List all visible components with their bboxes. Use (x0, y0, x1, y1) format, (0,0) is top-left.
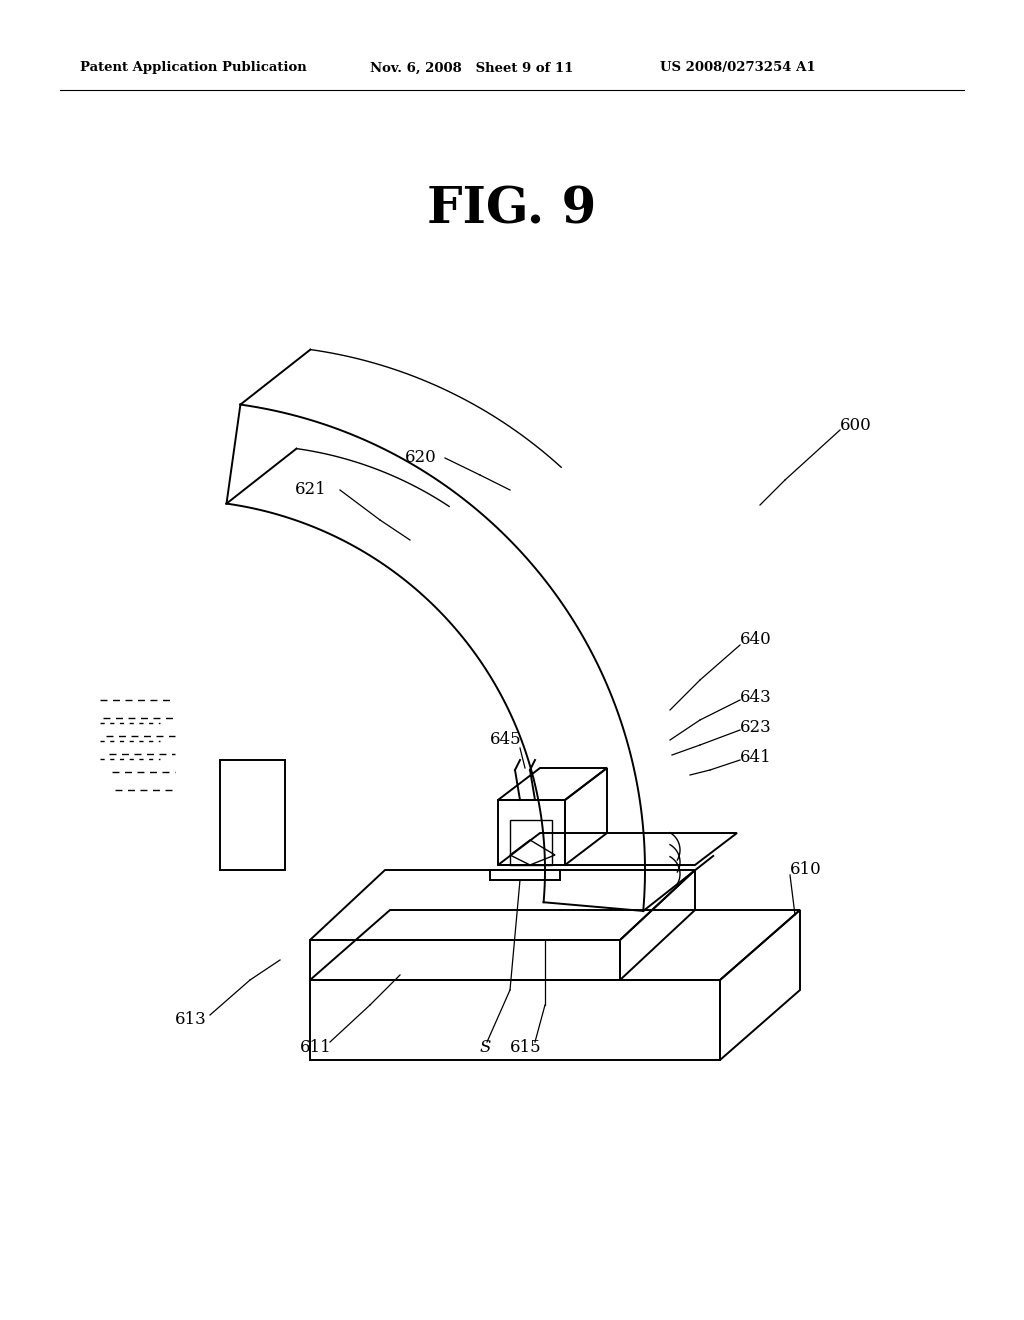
Text: 620: 620 (406, 450, 437, 466)
Text: 611: 611 (300, 1040, 332, 1056)
Text: S: S (480, 1040, 492, 1056)
Text: 645: 645 (490, 731, 521, 748)
Text: 615: 615 (510, 1040, 542, 1056)
Text: 623: 623 (740, 719, 772, 737)
Text: 643: 643 (740, 689, 772, 706)
Text: 600: 600 (840, 417, 871, 433)
Text: Patent Application Publication: Patent Application Publication (80, 62, 307, 74)
Text: 613: 613 (175, 1011, 207, 1028)
Text: FIG. 9: FIG. 9 (427, 186, 597, 235)
Text: 610: 610 (790, 862, 821, 879)
Text: US 2008/0273254 A1: US 2008/0273254 A1 (660, 62, 816, 74)
Text: Nov. 6, 2008   Sheet 9 of 11: Nov. 6, 2008 Sheet 9 of 11 (370, 62, 573, 74)
Text: 641: 641 (740, 750, 772, 767)
Text: 640: 640 (740, 631, 772, 648)
Text: 621: 621 (295, 482, 327, 499)
